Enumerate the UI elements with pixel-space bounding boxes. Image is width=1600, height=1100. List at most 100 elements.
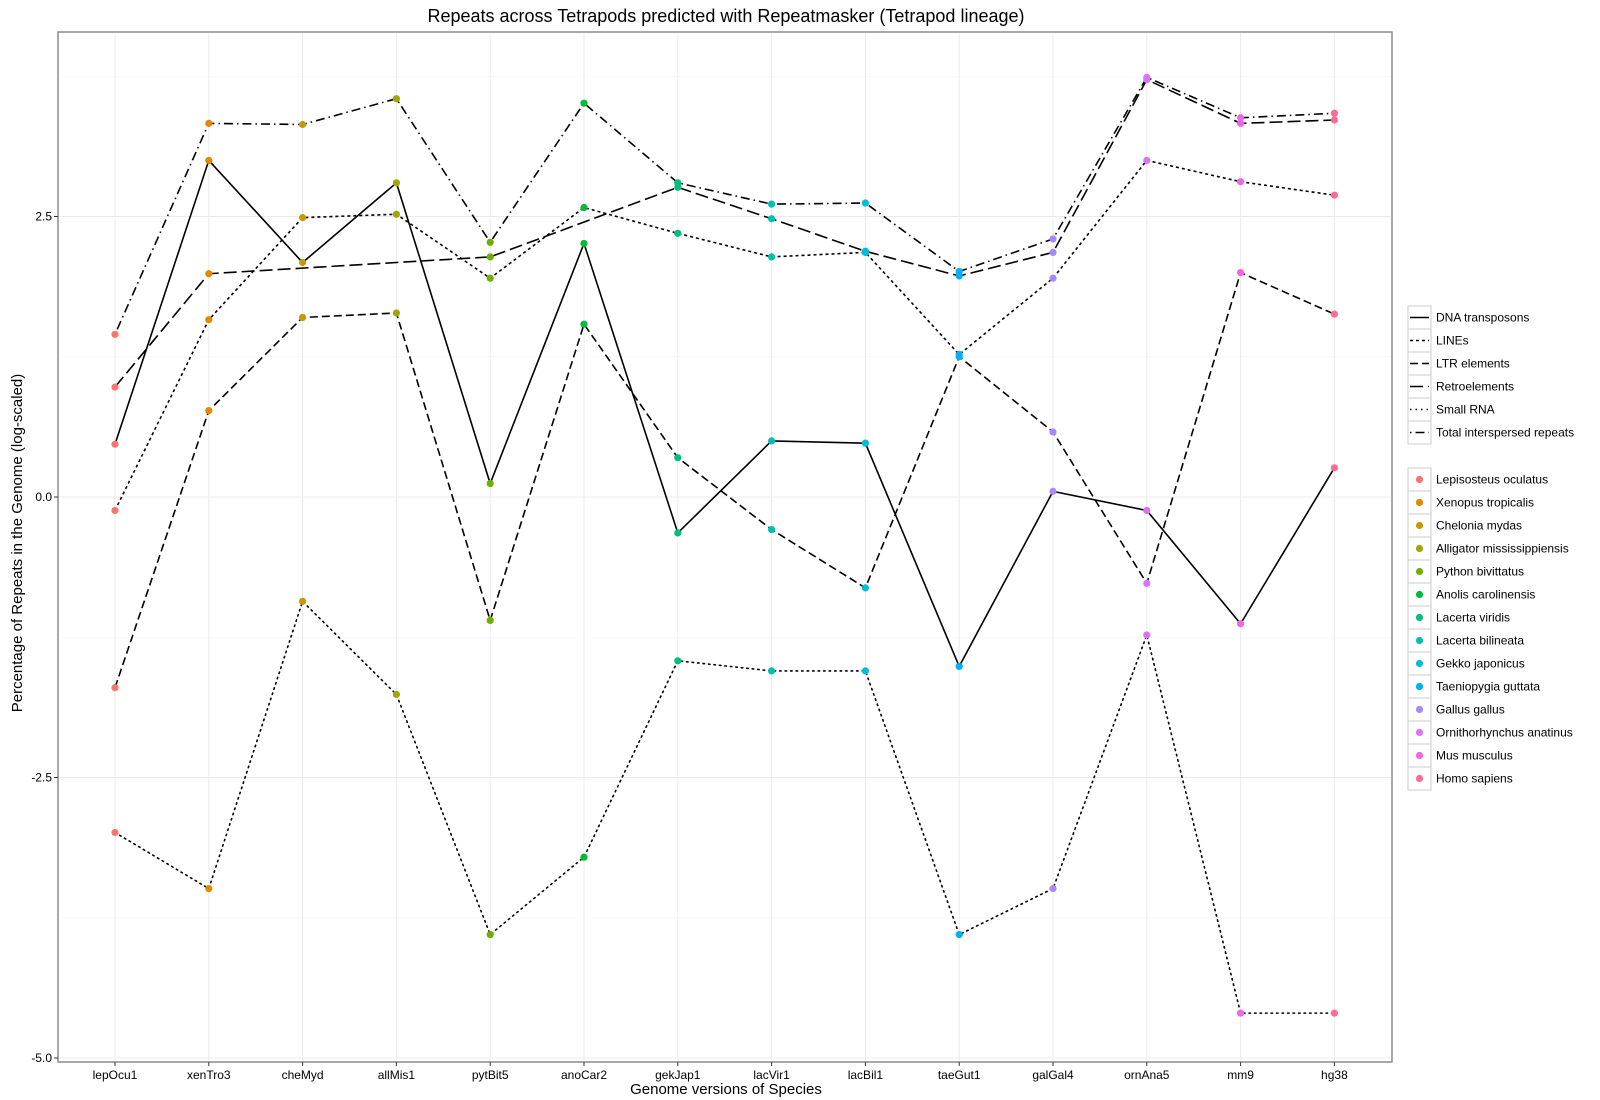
data-point xyxy=(768,200,776,208)
data-point xyxy=(486,274,494,282)
legend-label: Homo sapiens xyxy=(1436,772,1513,786)
data-point xyxy=(1330,109,1338,117)
data-point xyxy=(205,316,213,324)
legend-key-point xyxy=(1415,659,1424,668)
data-point xyxy=(486,238,494,246)
data-point xyxy=(111,440,119,448)
plot-border xyxy=(57,31,1393,1063)
data-point xyxy=(1143,506,1151,515)
data-point xyxy=(674,454,682,462)
data-point xyxy=(299,313,307,322)
series-line-ltr-elements xyxy=(114,271,1335,688)
data-point xyxy=(674,179,682,187)
plot-border-outline xyxy=(57,31,1393,1063)
data-point xyxy=(392,690,400,699)
x-tick-label: cheMyd xyxy=(282,1068,324,1082)
x-tick-label: taeGut1 xyxy=(938,1068,981,1082)
x-axis: lepOcu1 xenTro3 cheMyd allMis1 pytBit5 anoCar… xyxy=(93,1062,1348,1082)
data-point xyxy=(1237,114,1245,122)
data-point xyxy=(1143,156,1151,164)
legend-species: Lepisosteus oculatus Xenopus tropicalis Ch… xyxy=(1407,467,1573,791)
data-point xyxy=(299,214,307,222)
y-tick-label: -5.0 xyxy=(31,1051,52,1065)
legend-label: Python bivittatus xyxy=(1436,565,1524,579)
legend-label: Gallus gallus xyxy=(1436,703,1505,717)
legend-key-point xyxy=(1415,521,1424,530)
x-tick-label: xenTro3 xyxy=(187,1068,231,1082)
legend-label: Lepisosteus oculatus xyxy=(1436,473,1548,487)
data-point xyxy=(111,506,119,515)
data-point xyxy=(1049,248,1057,257)
x-axis-title: Genome versions of Species xyxy=(630,1081,822,1098)
data-point xyxy=(111,684,119,692)
x-tick-label: lacBil1 xyxy=(848,1068,884,1082)
legend-label: DNA transposons xyxy=(1436,311,1529,325)
data-point xyxy=(205,407,213,415)
data-point xyxy=(674,657,682,665)
legend-label: Taeniopygia guttata xyxy=(1436,680,1540,694)
data-point xyxy=(392,309,400,317)
data-point xyxy=(1049,428,1057,436)
data-point xyxy=(205,884,213,893)
legend-key-point xyxy=(1415,567,1424,576)
legend-label: LTR elements xyxy=(1436,357,1510,371)
legend-key-point xyxy=(1415,705,1424,714)
data-point xyxy=(955,353,963,361)
data-point xyxy=(768,667,776,675)
legend-key-point xyxy=(1415,590,1424,599)
x-tick-label: hg38 xyxy=(1321,1068,1348,1082)
x-tick-label: mm9 xyxy=(1227,1068,1254,1082)
x-tick-label: gekJap1 xyxy=(655,1068,701,1082)
legend-key-point xyxy=(1415,498,1424,507)
legend-label: Anolis carolinensis xyxy=(1436,588,1535,602)
data-point xyxy=(1143,579,1151,587)
legend-label: Total interspersed repeats xyxy=(1436,426,1574,440)
data-point xyxy=(299,120,307,129)
series-points xyxy=(111,73,1338,1017)
x-tick-label: allMis1 xyxy=(378,1068,416,1082)
data-point xyxy=(486,930,494,939)
legend-key-point xyxy=(1415,774,1424,783)
data-point xyxy=(861,584,870,592)
data-point xyxy=(861,439,870,447)
data-point xyxy=(486,616,494,625)
data-point xyxy=(1330,310,1338,318)
y-tick-label: -2.5 xyxy=(31,771,52,785)
x-tick-label: lacVir1 xyxy=(753,1068,790,1082)
legend-label: Gekko japonicus xyxy=(1436,657,1525,671)
legend-label: Mus musculus xyxy=(1436,749,1513,763)
data-point xyxy=(392,210,400,218)
y-axis: 2.5 0.0 -2.5 -5.0 xyxy=(31,210,58,1065)
series-line-retroelements xyxy=(114,78,1335,388)
data-point xyxy=(861,199,870,207)
data-point xyxy=(955,930,963,939)
data-point xyxy=(768,437,776,445)
data-point xyxy=(768,253,776,261)
legend-key-point xyxy=(1415,682,1424,691)
data-point xyxy=(486,479,494,488)
legend-key-point xyxy=(1415,636,1424,645)
data-point xyxy=(1237,620,1245,628)
data-point xyxy=(205,270,213,278)
data-point xyxy=(111,383,119,391)
data-point xyxy=(1330,1009,1338,1017)
x-tick-label: galGal4 xyxy=(1032,1068,1074,1082)
data-point xyxy=(955,267,963,276)
data-point xyxy=(205,156,213,164)
data-point xyxy=(1049,884,1057,893)
legend-label: Lacerta bilineata xyxy=(1436,634,1524,648)
y-axis-title: Percentage of Repeats in the Genome (log… xyxy=(9,374,26,713)
plot-panel xyxy=(57,31,1393,1063)
data-point xyxy=(674,229,682,237)
data-point xyxy=(580,99,588,107)
series-line-lines xyxy=(114,159,1335,511)
data-point xyxy=(1143,73,1151,81)
data-point xyxy=(1237,1009,1245,1017)
data-point xyxy=(1049,235,1057,243)
data-point xyxy=(1330,191,1338,199)
chart-title: Repeats across Tetrapods predicted with … xyxy=(428,6,1025,26)
legend-key-point xyxy=(1415,544,1424,553)
series-line-small-rna xyxy=(114,599,1336,1014)
x-tick-label: ornAna5 xyxy=(1124,1068,1170,1082)
